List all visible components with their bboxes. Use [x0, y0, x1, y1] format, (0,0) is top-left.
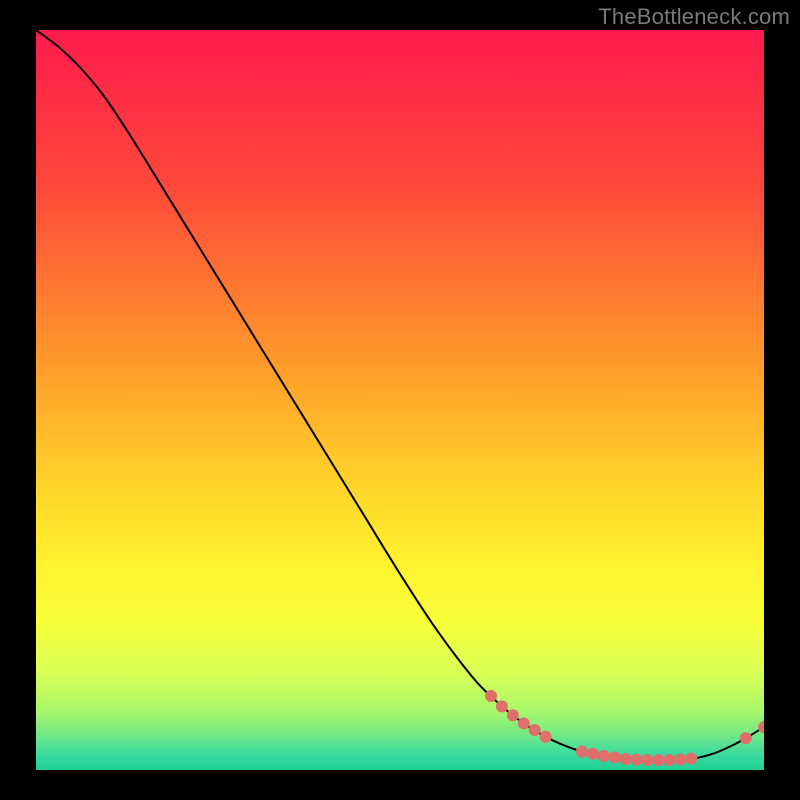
watermark-text: TheBottleneck.com [598, 4, 790, 30]
data-point [540, 731, 552, 743]
data-point [609, 751, 621, 763]
data-point [529, 724, 541, 736]
data-point [740, 732, 752, 744]
data-point [507, 709, 519, 721]
chart-container: TheBottleneck.com [0, 0, 800, 800]
data-point [642, 754, 654, 766]
data-point [758, 721, 764, 733]
data-point [620, 753, 632, 765]
plot-area [36, 30, 764, 770]
data-point [674, 753, 686, 765]
data-point [518, 717, 530, 729]
data-point [598, 750, 610, 762]
data-point [485, 690, 497, 702]
data-point [496, 700, 508, 712]
data-points [36, 30, 764, 770]
data-point [652, 754, 664, 766]
data-point [685, 753, 697, 765]
data-point [631, 754, 643, 766]
data-point [587, 748, 599, 760]
data-point [663, 754, 675, 766]
data-point [576, 746, 588, 758]
